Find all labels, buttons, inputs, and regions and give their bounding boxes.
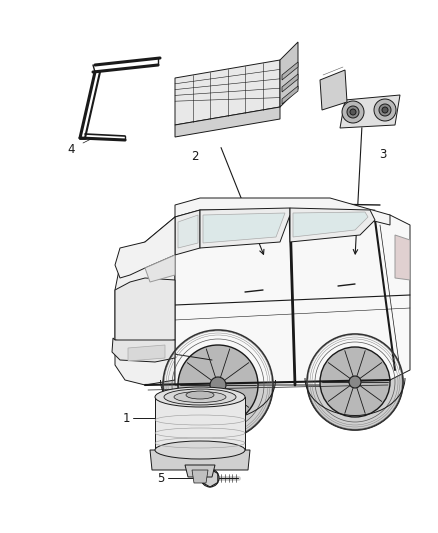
Text: 1: 1 xyxy=(123,411,130,424)
Polygon shape xyxy=(280,42,298,107)
Ellipse shape xyxy=(155,387,245,407)
Polygon shape xyxy=(115,217,175,385)
Polygon shape xyxy=(178,215,198,248)
Polygon shape xyxy=(185,465,215,477)
Circle shape xyxy=(307,334,403,430)
Circle shape xyxy=(379,104,391,116)
Polygon shape xyxy=(293,212,368,237)
Polygon shape xyxy=(128,345,165,361)
Ellipse shape xyxy=(174,392,226,402)
Text: 4: 4 xyxy=(67,143,74,156)
Polygon shape xyxy=(175,210,200,255)
Circle shape xyxy=(349,376,361,388)
Circle shape xyxy=(342,101,364,123)
Circle shape xyxy=(210,377,226,393)
Polygon shape xyxy=(202,469,218,487)
Polygon shape xyxy=(175,107,280,137)
Circle shape xyxy=(163,330,273,440)
Polygon shape xyxy=(155,397,245,450)
Circle shape xyxy=(320,347,390,417)
Polygon shape xyxy=(203,213,285,243)
Circle shape xyxy=(347,106,359,118)
Polygon shape xyxy=(282,74,298,92)
Polygon shape xyxy=(112,338,175,362)
Polygon shape xyxy=(150,450,250,470)
Polygon shape xyxy=(192,470,208,483)
Polygon shape xyxy=(175,198,390,225)
Polygon shape xyxy=(145,255,175,282)
Polygon shape xyxy=(395,235,410,280)
Circle shape xyxy=(374,99,396,121)
Polygon shape xyxy=(175,60,280,125)
Polygon shape xyxy=(175,215,410,385)
Polygon shape xyxy=(200,208,290,248)
Text: 3: 3 xyxy=(379,148,387,161)
Polygon shape xyxy=(115,278,175,345)
Ellipse shape xyxy=(155,441,245,459)
Circle shape xyxy=(178,345,258,425)
Polygon shape xyxy=(340,95,400,128)
Polygon shape xyxy=(320,70,347,110)
Text: 5: 5 xyxy=(158,472,165,484)
Circle shape xyxy=(350,109,356,115)
Polygon shape xyxy=(115,217,175,278)
Text: 2: 2 xyxy=(191,150,199,163)
Polygon shape xyxy=(290,208,375,242)
Circle shape xyxy=(382,107,388,113)
Polygon shape xyxy=(282,62,298,80)
Polygon shape xyxy=(282,86,298,104)
Ellipse shape xyxy=(164,389,236,405)
Ellipse shape xyxy=(186,391,214,399)
